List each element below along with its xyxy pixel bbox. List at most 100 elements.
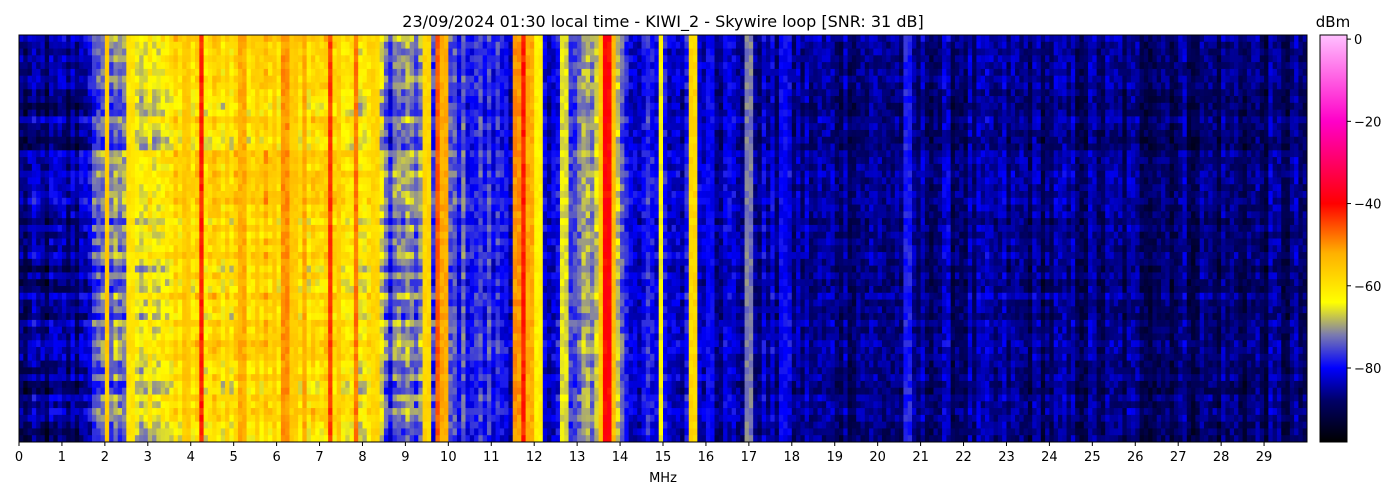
heat-cell [1070, 136, 1076, 144]
heat-cell [791, 68, 797, 77]
heat-cell [590, 123, 595, 131]
heat-cell [156, 109, 162, 117]
heat-cell [731, 102, 737, 111]
heat-cell [1088, 48, 1093, 56]
heat-cell [757, 102, 763, 111]
heat-cell [306, 89, 312, 97]
heat-cell [564, 48, 569, 56]
heat-cell [418, 96, 423, 104]
heat-cell [624, 123, 630, 131]
heat-cell [66, 123, 71, 131]
heat-cell [1199, 136, 1205, 144]
heat-cell [31, 116, 37, 124]
heat-cell [645, 62, 651, 70]
heat-cell [1019, 102, 1025, 111]
heat-cell [147, 62, 153, 70]
heat-cell [474, 136, 479, 144]
heat-cell [791, 89, 797, 97]
heat-cell [654, 123, 660, 131]
heat-cell [1238, 41, 1243, 49]
heat-cell [770, 82, 776, 90]
heat-cell [658, 35, 664, 43]
heat-cell [1113, 55, 1119, 63]
heat-cell [91, 96, 97, 104]
heat-cell [1259, 116, 1265, 124]
heat-cell [392, 75, 398, 83]
heat-cell [890, 89, 896, 97]
heat-cell [684, 102, 690, 111]
heat-cell [375, 129, 381, 138]
heat-cell [1088, 136, 1093, 144]
heat-cell [1203, 109, 1209, 117]
heat-cell [847, 62, 853, 70]
heat-cell [1079, 75, 1085, 83]
heat-cell [821, 109, 827, 117]
heat-cell [323, 143, 329, 151]
heat-cell [783, 123, 788, 131]
heat-cell [993, 35, 999, 43]
heat-cell [332, 136, 338, 144]
heat-cell [1285, 129, 1291, 138]
heat-cell [426, 116, 432, 124]
heat-cell [937, 75, 943, 83]
heat-cell [366, 143, 372, 151]
heat-cell [1126, 41, 1132, 49]
heat-cell [169, 109, 174, 117]
heat-cell [517, 116, 522, 124]
heat-cell [1161, 116, 1166, 124]
heat-cell [637, 129, 642, 138]
heat-cell [920, 136, 926, 144]
heat-cell [444, 82, 449, 90]
heat-cell [1062, 96, 1067, 104]
heat-cell [323, 116, 329, 124]
heat-cell [220, 116, 226, 124]
heat-cell [1302, 109, 1308, 117]
heat-cell [989, 82, 994, 90]
heat-cell [667, 89, 672, 97]
heat-cell [152, 116, 157, 124]
heat-cell [19, 62, 24, 70]
heat-cell [1255, 35, 1261, 43]
heat-cell [594, 48, 599, 56]
heat-cell [1246, 55, 1252, 63]
heat-cell [843, 96, 849, 104]
heat-cell [598, 35, 604, 43]
heat-cell [83, 75, 89, 83]
heat-cell [272, 35, 277, 43]
heat-cell [499, 68, 505, 77]
heat-cell [1173, 129, 1179, 138]
heat-cell [1246, 116, 1252, 124]
heat-cell [190, 102, 196, 111]
heat-cell [1264, 96, 1269, 104]
heat-cell [444, 143, 449, 151]
heat-cell [422, 75, 428, 83]
heat-cell [302, 55, 308, 63]
heat-cell [688, 75, 694, 83]
heat-cell [379, 48, 385, 56]
heat-cell [152, 96, 157, 104]
heat-cell [568, 55, 574, 63]
heat-cell [688, 55, 694, 63]
heat-cell [1096, 96, 1102, 104]
heat-cell [1088, 129, 1093, 138]
heat-cell [568, 109, 574, 117]
heat-cell [27, 102, 33, 111]
heat-cell [401, 116, 406, 124]
heat-cell [1100, 48, 1106, 56]
heat-cell [740, 129, 745, 138]
heat-cell [1002, 136, 1007, 144]
heat-cell [1195, 123, 1201, 131]
heat-cell [555, 96, 561, 104]
heat-cell [272, 96, 277, 104]
heat-cell [109, 75, 114, 83]
heat-cell [813, 62, 818, 70]
heat-cell [495, 116, 501, 124]
heat-cell [469, 68, 475, 77]
heat-cell [104, 89, 110, 97]
heat-cell [27, 75, 33, 83]
heat-cell [199, 102, 205, 111]
heat-cell [1122, 96, 1128, 104]
heat-cell [44, 55, 50, 63]
heat-cell [680, 109, 685, 117]
heat-cell [804, 116, 810, 124]
